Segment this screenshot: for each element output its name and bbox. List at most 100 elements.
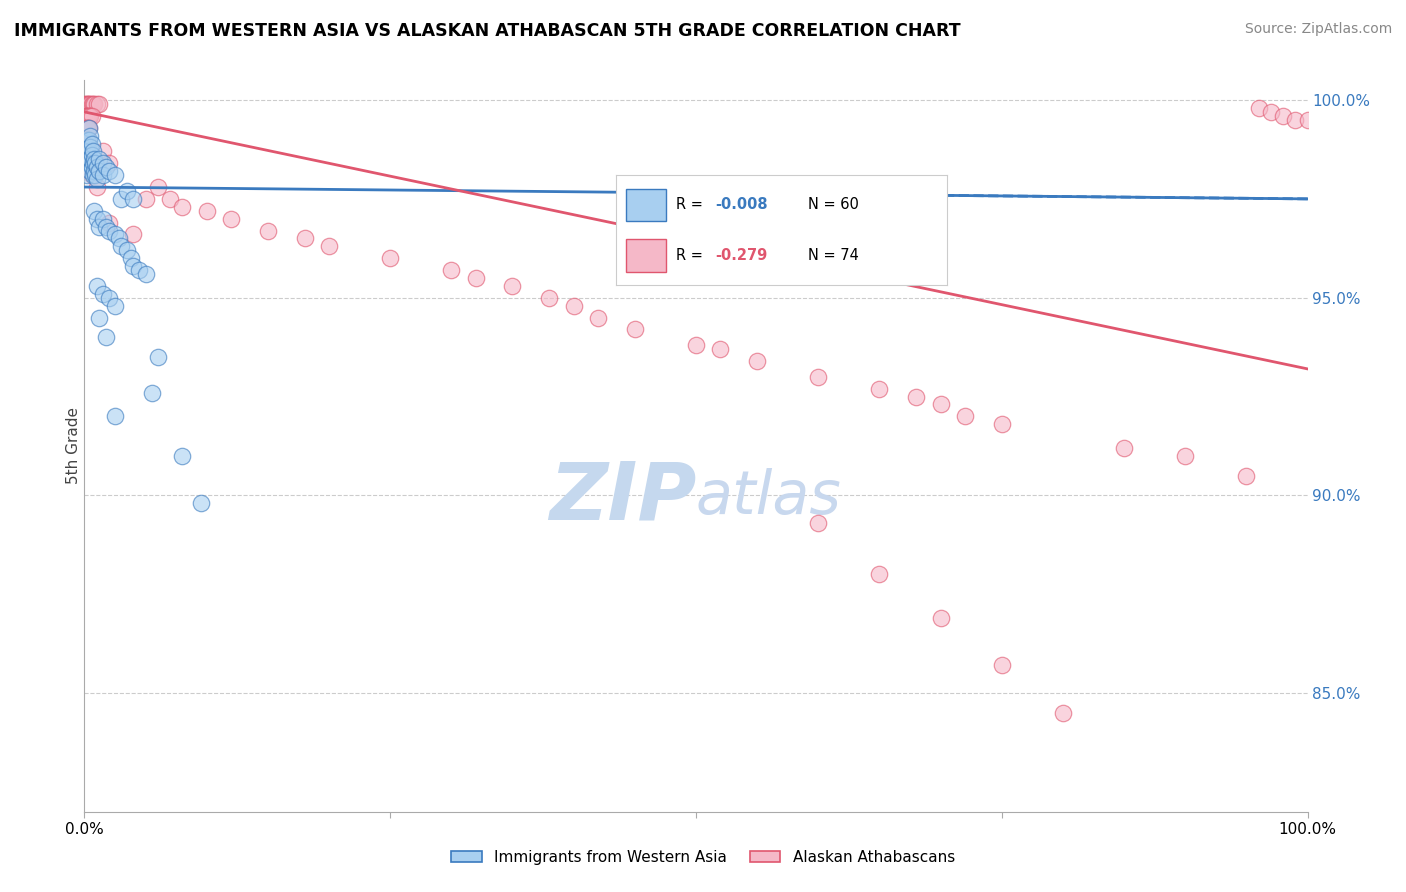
Point bbox=[464, 271, 486, 285]
Point bbox=[87, 164, 110, 178]
Text: Source: ZipAtlas.com: Source: ZipAtlas.com bbox=[1244, 22, 1392, 37]
Point bbox=[83, 153, 105, 167]
Point bbox=[1260, 104, 1282, 119]
Point bbox=[82, 145, 104, 159]
Point bbox=[76, 168, 98, 182]
Point bbox=[76, 132, 98, 146]
Point bbox=[84, 168, 107, 182]
Point bbox=[86, 161, 108, 175]
Point bbox=[73, 97, 96, 112]
Point bbox=[586, 310, 609, 325]
Point bbox=[107, 231, 129, 245]
Legend: Immigrants from Western Asia, Alaskan Athabascans: Immigrants from Western Asia, Alaskan At… bbox=[446, 844, 960, 871]
Point bbox=[1114, 441, 1136, 455]
Text: IMMIGRANTS FROM WESTERN ASIA VS ALASKAN ATHABASCAN 5TH GRADE CORRELATION CHART: IMMIGRANTS FROM WESTERN ASIA VS ALASKAN … bbox=[14, 22, 960, 40]
Point bbox=[82, 156, 104, 170]
Point bbox=[77, 120, 100, 135]
Point bbox=[75, 120, 97, 135]
Point bbox=[172, 449, 194, 463]
Y-axis label: 5th Grade: 5th Grade bbox=[66, 408, 82, 484]
Point bbox=[76, 145, 98, 159]
Point bbox=[80, 168, 103, 182]
Point bbox=[141, 385, 163, 400]
Point bbox=[110, 239, 132, 253]
Point bbox=[86, 97, 108, 112]
Point bbox=[91, 286, 114, 301]
Point bbox=[77, 156, 100, 170]
Point bbox=[104, 227, 127, 242]
Point bbox=[257, 223, 280, 237]
Point bbox=[869, 382, 891, 396]
Point bbox=[318, 239, 340, 253]
Point bbox=[77, 97, 100, 112]
Point bbox=[538, 291, 561, 305]
Point bbox=[76, 109, 98, 123]
Point bbox=[80, 109, 103, 123]
Point bbox=[80, 136, 103, 151]
Point bbox=[97, 216, 120, 230]
Point bbox=[172, 200, 194, 214]
Point bbox=[122, 227, 145, 242]
Text: ZIP: ZIP bbox=[548, 458, 696, 536]
Point bbox=[86, 172, 108, 186]
Point bbox=[502, 278, 524, 293]
Point bbox=[294, 231, 316, 245]
Point bbox=[83, 203, 105, 218]
Point bbox=[79, 140, 101, 154]
Point bbox=[77, 145, 100, 159]
Point bbox=[97, 223, 120, 237]
Point bbox=[122, 192, 145, 206]
Point bbox=[73, 120, 96, 135]
Point bbox=[96, 219, 118, 234]
Point bbox=[195, 203, 218, 218]
Point bbox=[135, 267, 157, 281]
Point bbox=[1174, 449, 1197, 463]
Point bbox=[104, 168, 127, 182]
Point bbox=[146, 350, 169, 364]
Point bbox=[562, 299, 585, 313]
Point bbox=[87, 97, 110, 112]
Point bbox=[97, 291, 120, 305]
Point bbox=[80, 148, 103, 162]
Point bbox=[77, 120, 100, 135]
Point bbox=[87, 310, 110, 325]
Point bbox=[905, 390, 928, 404]
Point bbox=[82, 168, 104, 182]
Point bbox=[96, 330, 118, 344]
Point bbox=[80, 97, 103, 112]
Point bbox=[86, 180, 108, 194]
Point bbox=[76, 120, 98, 135]
Point bbox=[1272, 109, 1295, 123]
Point bbox=[84, 156, 107, 170]
Point bbox=[77, 120, 100, 135]
Point bbox=[146, 180, 169, 194]
Point bbox=[159, 192, 181, 206]
Point bbox=[128, 263, 150, 277]
Point bbox=[80, 161, 103, 175]
Point bbox=[747, 354, 769, 368]
Point bbox=[91, 211, 114, 226]
Point bbox=[97, 164, 120, 178]
Point bbox=[91, 156, 114, 170]
Point bbox=[380, 251, 402, 265]
Point bbox=[807, 369, 830, 384]
Point bbox=[709, 342, 731, 356]
Point bbox=[87, 219, 110, 234]
Point bbox=[807, 516, 830, 530]
Point bbox=[624, 322, 647, 336]
Point bbox=[135, 192, 157, 206]
Point bbox=[87, 153, 110, 167]
Point bbox=[75, 132, 97, 146]
Point bbox=[104, 299, 127, 313]
Point bbox=[86, 211, 108, 226]
Point bbox=[76, 156, 98, 170]
Point bbox=[869, 567, 891, 582]
Text: atlas: atlas bbox=[696, 468, 842, 526]
Point bbox=[96, 161, 118, 175]
Point bbox=[219, 211, 242, 226]
Point bbox=[91, 168, 114, 182]
Point bbox=[79, 97, 101, 112]
Point bbox=[120, 251, 142, 265]
Point bbox=[190, 496, 212, 510]
Point bbox=[929, 397, 952, 411]
